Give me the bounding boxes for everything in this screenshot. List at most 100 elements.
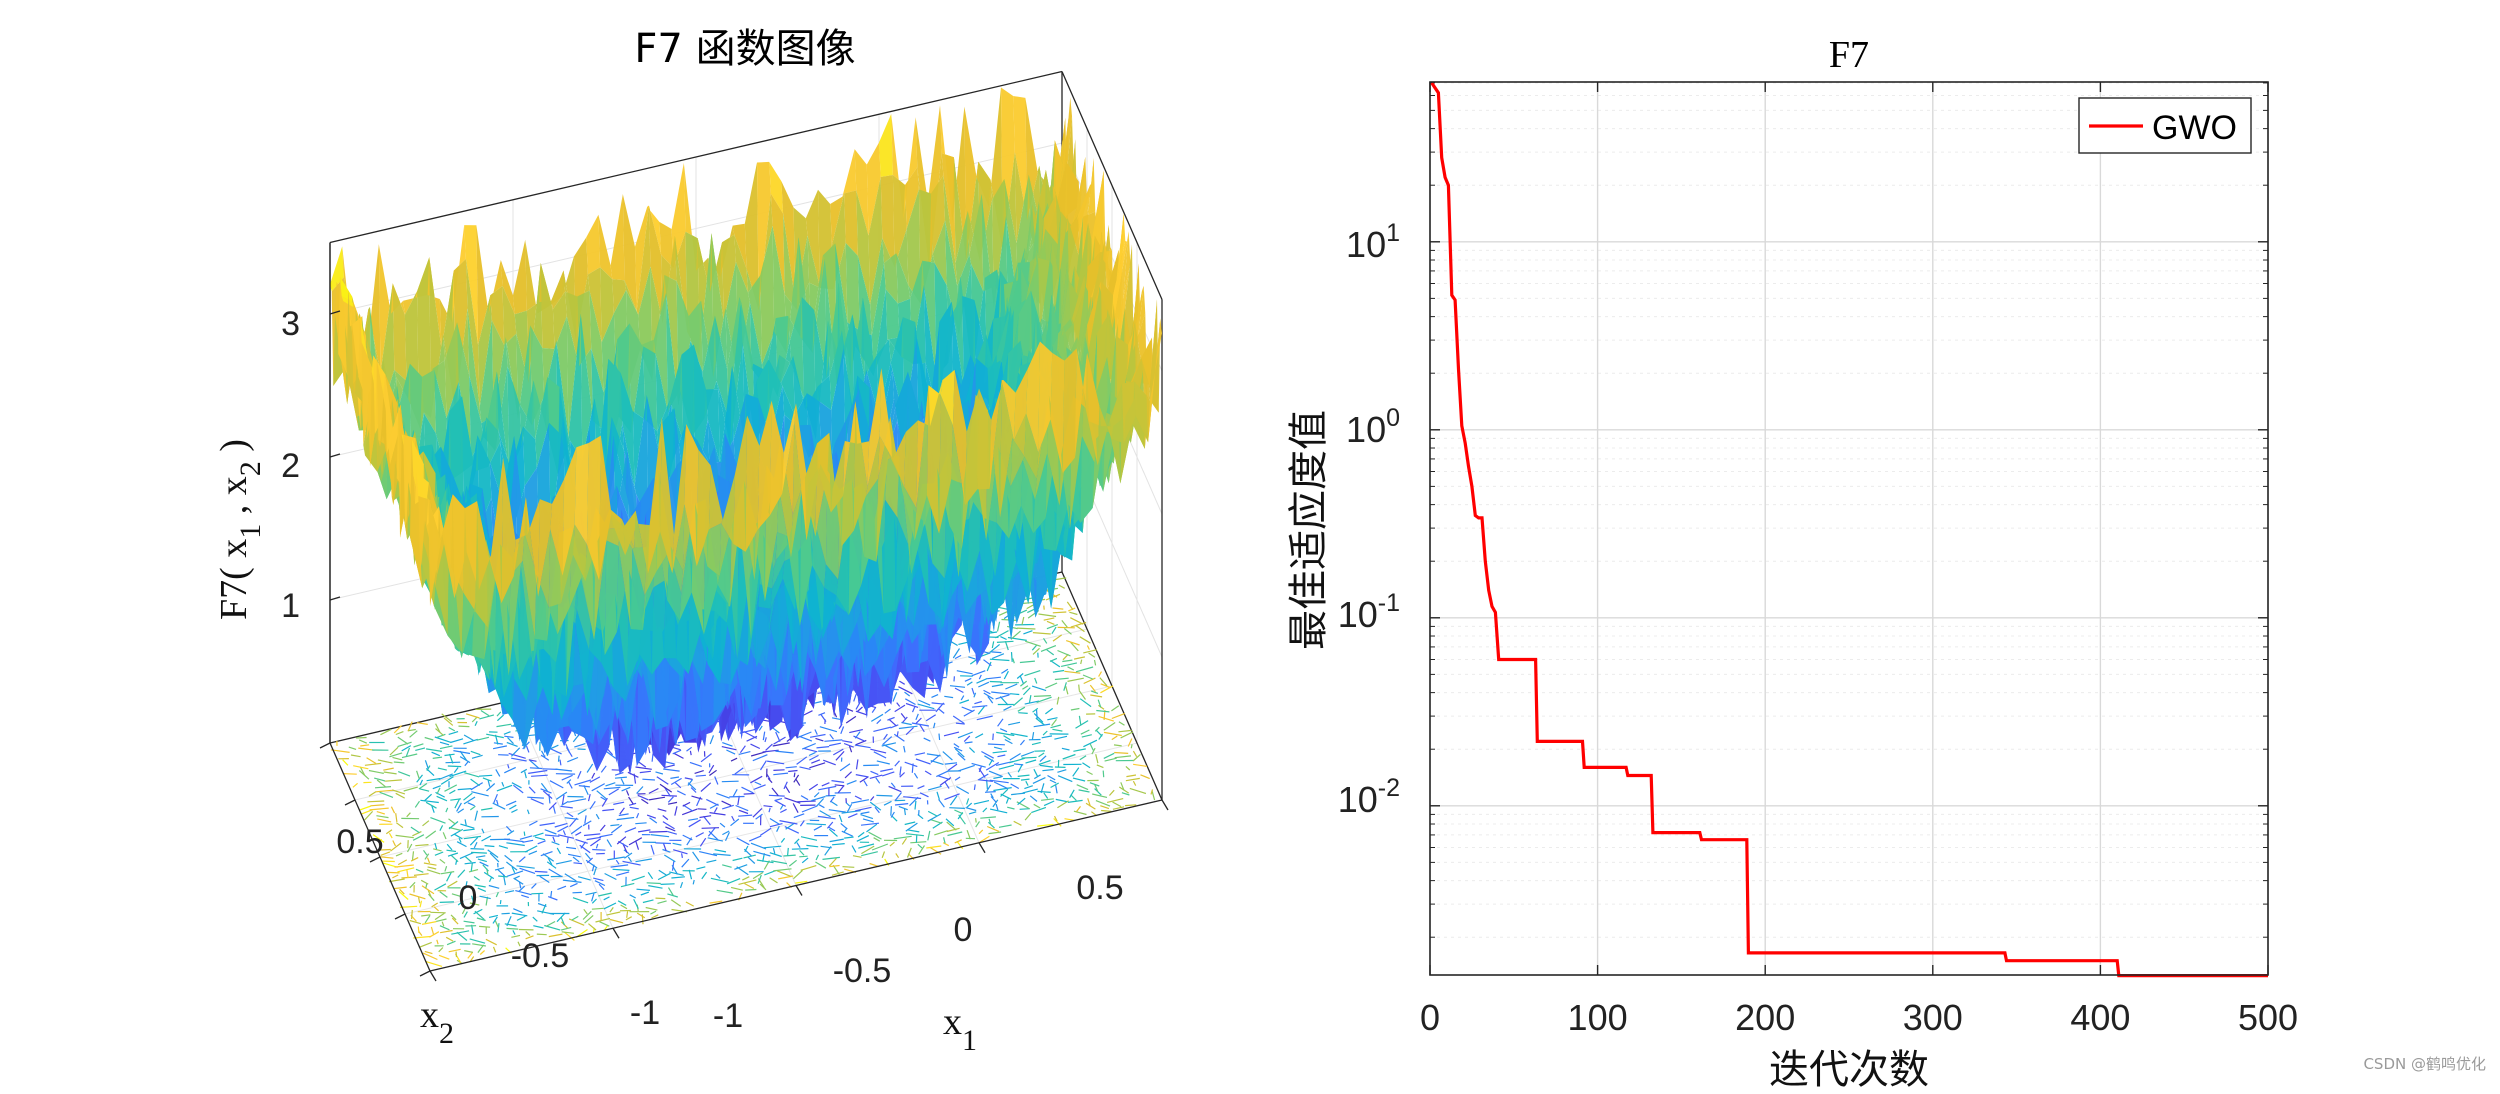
contour-segment <box>633 898 639 910</box>
contour-segment <box>713 853 731 856</box>
contour-segment <box>1106 798 1124 803</box>
contour-segment <box>469 938 486 944</box>
contour-segment <box>1125 777 1140 782</box>
contour-segment <box>799 849 805 856</box>
surface-patch <box>479 320 494 424</box>
surface-patch <box>496 573 511 676</box>
contour-segment <box>534 836 546 841</box>
contour-segment <box>796 756 808 765</box>
contour-segment <box>418 941 432 948</box>
contour-segment <box>813 825 823 831</box>
contour-segment <box>385 779 402 782</box>
contour-segment <box>501 781 505 787</box>
contour-segment <box>846 780 857 785</box>
contour-segment <box>662 821 675 830</box>
contour-segment <box>531 774 548 777</box>
contour-segment <box>446 849 457 853</box>
contour-segment <box>888 718 897 727</box>
contour-segment <box>989 658 1010 662</box>
contour-segment <box>407 728 416 732</box>
contour-segment <box>1013 763 1024 766</box>
surface-patch <box>856 190 871 305</box>
contour-segment <box>650 834 670 838</box>
surface-patch <box>634 510 648 574</box>
surface-patch <box>905 167 919 229</box>
surface-patch <box>459 612 474 659</box>
surface-patch <box>618 528 633 629</box>
contour-segment <box>1022 685 1029 690</box>
contour-segment <box>463 911 468 918</box>
contour-segment <box>458 725 470 728</box>
surface-patch <box>512 678 527 750</box>
surface-patch <box>573 623 588 717</box>
contour-segment <box>1086 645 1090 650</box>
contour-segment <box>521 894 529 899</box>
contour-segment <box>564 873 577 882</box>
contour-segment <box>1073 748 1086 752</box>
contour-segment <box>902 716 908 723</box>
surface-patch <box>807 235 822 289</box>
contour-segment <box>1054 735 1068 740</box>
contour-segment <box>1111 705 1120 712</box>
contour-segment <box>486 733 504 739</box>
contour-segment <box>523 831 526 836</box>
surface-patch <box>440 494 455 599</box>
contour-segment <box>829 864 840 868</box>
contour-segment <box>849 729 863 734</box>
contour-segment <box>1064 670 1081 674</box>
surface-patch <box>639 587 654 675</box>
contour-segment <box>476 917 486 922</box>
contour-segment <box>883 744 898 753</box>
contour-segment <box>1024 812 1032 821</box>
contour-segment <box>1007 772 1012 778</box>
surface-patch <box>576 566 591 650</box>
surface-patch <box>842 149 857 197</box>
contour-segment <box>809 733 826 738</box>
contour-segment <box>407 721 413 732</box>
contour-segment <box>697 808 707 810</box>
surface-patch <box>615 450 629 520</box>
surface-patch <box>587 267 602 343</box>
contour-segment <box>851 845 857 853</box>
contour-segment <box>968 811 977 815</box>
contour-segment <box>444 753 455 757</box>
contour-segment <box>672 842 682 846</box>
contour-segment <box>376 811 385 815</box>
contour-segment <box>655 771 664 775</box>
contour-segment <box>956 785 970 795</box>
contour-segment <box>436 795 448 802</box>
contour-segment <box>1050 660 1061 668</box>
contour-segment <box>620 904 628 910</box>
contour-segment <box>821 782 830 787</box>
contour-segment <box>975 733 984 739</box>
contour-segment <box>958 764 975 772</box>
contour-segment <box>977 705 985 715</box>
contour-segment <box>432 785 442 790</box>
contour-segment <box>412 831 422 837</box>
surface-patch <box>865 592 880 719</box>
contour-segment <box>793 772 796 778</box>
contour-segment <box>686 746 693 752</box>
contour-segment <box>769 823 783 828</box>
surface-patch <box>625 654 640 702</box>
surface-patch <box>1031 218 1046 330</box>
contour-segment <box>752 754 768 762</box>
contour-segment <box>471 717 478 723</box>
contour-segment <box>968 747 976 754</box>
contour-segment <box>966 802 973 808</box>
contour-segment <box>842 866 855 868</box>
contour-segment <box>451 917 459 925</box>
contour-segment <box>703 815 711 826</box>
contour-segment <box>887 716 895 721</box>
contour-segment <box>773 868 792 872</box>
contour-segment <box>1033 803 1041 809</box>
surface-patch <box>666 292 680 412</box>
contour-segment <box>1096 764 1104 769</box>
contour-segment <box>356 736 367 739</box>
contour-segment <box>542 853 555 862</box>
surface-patch <box>620 372 635 487</box>
contour-segment <box>855 774 869 778</box>
contour-segment <box>389 752 403 758</box>
contour-segment <box>775 750 794 754</box>
contour-segment <box>1038 759 1051 766</box>
